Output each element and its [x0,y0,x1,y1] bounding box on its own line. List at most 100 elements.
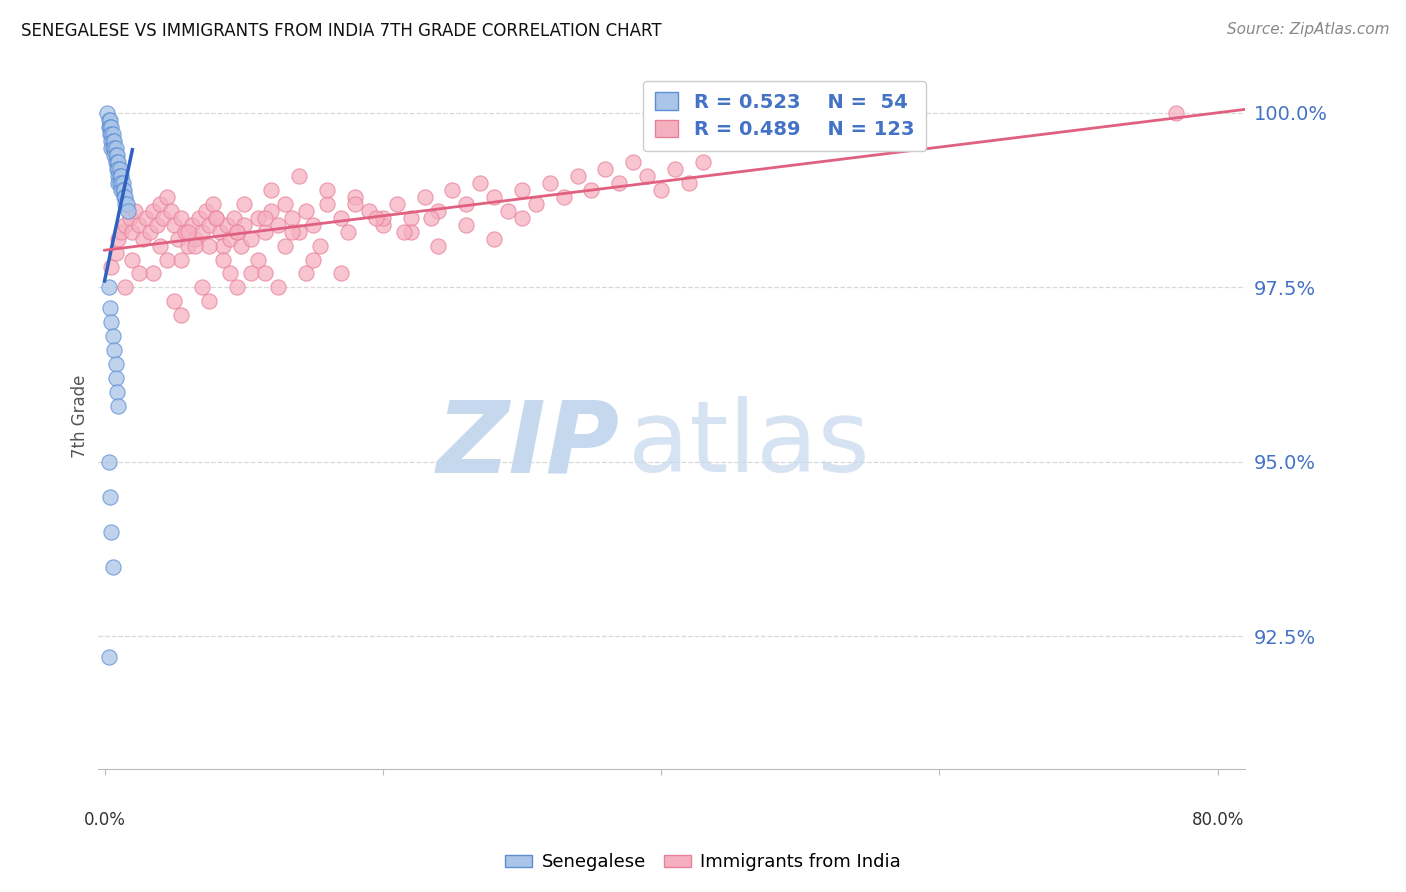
Point [267,280,290,294]
Point [98,127,121,141]
Point [110,183,132,197]
Point [253,225,276,239]
Point [128,267,150,281]
Point [104,141,127,155]
Point [510,183,533,197]
Point [98,490,121,504]
Point [100,141,122,155]
Point [100,127,122,141]
Point [167,231,190,245]
Point [160,203,183,218]
Point [215,218,238,232]
Point [184,238,207,252]
Point [357,203,380,218]
Point [104,148,127,162]
Point [302,252,325,267]
Text: ZIP: ZIP [437,396,620,493]
Point [281,211,304,225]
Point [152,211,174,225]
Point [98,120,121,134]
Point [456,196,478,211]
Point [121,252,143,267]
Point [181,218,204,232]
Point [108,169,131,183]
Point [692,154,714,169]
Point [205,211,228,225]
Point [211,252,233,267]
Point [105,161,128,176]
Point [146,218,169,232]
Point [246,252,269,267]
Point [198,294,221,309]
Point [337,225,360,239]
Point [253,211,276,225]
Point [232,196,254,211]
Point [330,267,353,281]
Point [496,203,519,218]
Point [177,225,200,239]
Point [174,225,197,239]
Point [111,183,134,197]
Point [198,218,221,232]
Point [100,260,122,274]
Point [538,176,561,190]
Point [281,225,304,239]
Point [177,238,200,252]
Point [103,141,125,155]
Legend: R = 0.523    N =  54, R = 0.489    N = 123: R = 0.523 N = 54, R = 0.489 N = 123 [643,81,925,151]
Point [100,134,122,148]
Y-axis label: 7th Grade: 7th Grade [72,375,89,458]
Point [246,211,269,225]
Point [104,245,127,260]
Point [110,176,132,190]
Point [97,112,120,127]
Point [149,196,172,211]
Point [97,455,120,469]
Point [110,169,132,183]
Point [103,134,125,148]
Point [595,161,617,176]
Point [97,650,120,665]
Text: SENEGALESE VS IMMIGRANTS FROM INDIA 7TH GRADE CORRELATION CHART: SENEGALESE VS IMMIGRANTS FROM INDIA 7TH … [21,22,662,40]
Point [100,120,122,134]
Point [678,176,700,190]
Point [482,231,505,245]
Point [218,267,240,281]
Point [260,203,283,218]
Point [239,267,262,281]
Point [364,211,387,225]
Point [229,238,252,252]
Point [427,238,450,252]
Point [274,238,297,252]
Point [105,148,128,162]
Point [1164,106,1187,120]
Point [105,385,128,400]
Point [114,218,136,232]
Point [427,203,450,218]
Point [567,169,589,183]
Point [100,315,122,329]
Point [163,294,186,309]
Point [330,211,353,225]
Point [399,211,422,225]
Point [103,343,125,358]
Point [98,112,121,127]
Point [96,106,118,120]
Point [636,169,658,183]
Point [107,169,129,183]
Point [225,280,247,294]
Point [260,183,283,197]
Point [267,218,290,232]
Point [385,196,408,211]
Point [97,280,120,294]
Point [121,225,143,239]
Point [664,161,686,176]
Point [456,218,478,232]
Text: 80.0%: 80.0% [1191,811,1244,829]
Text: 0.0%: 0.0% [83,811,125,829]
Point [107,176,129,190]
Point [108,176,131,190]
Point [104,357,127,371]
Point [107,399,129,413]
Legend: Senegalese, Immigrants from India: Senegalese, Immigrants from India [498,847,908,879]
